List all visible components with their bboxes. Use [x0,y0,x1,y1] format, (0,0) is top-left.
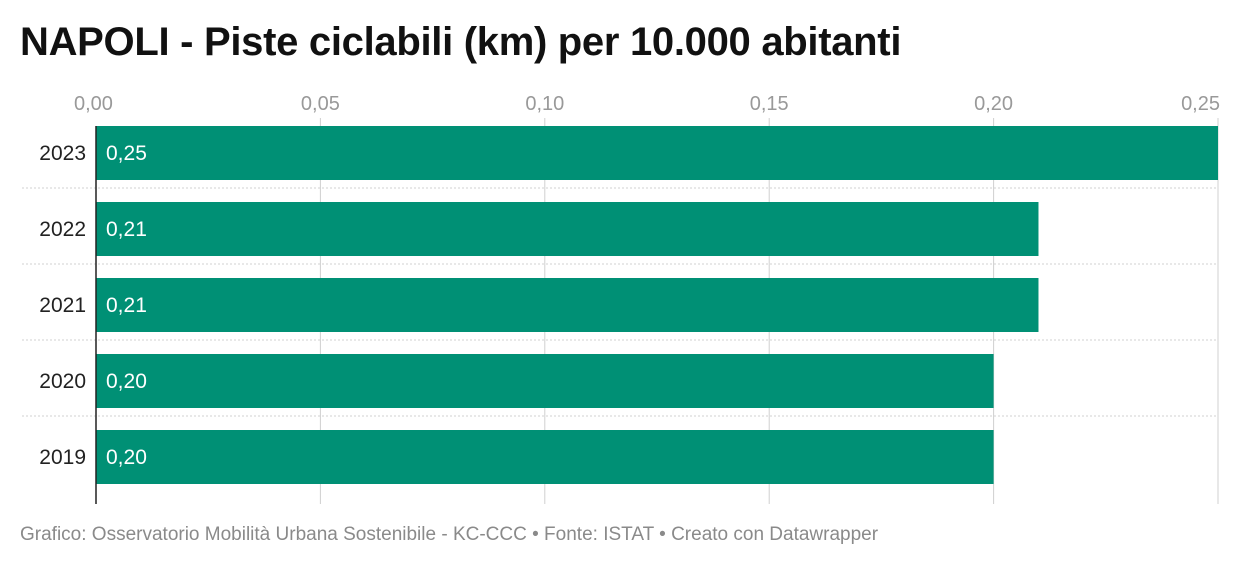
bar [96,202,1039,256]
bar [96,354,994,408]
bar-value-label: 0,20 [106,446,147,469]
x-tick-label: 0,25 [1181,93,1220,115]
x-tick-label: 0,10 [525,93,564,115]
bar [96,278,1039,332]
category-label: 2019 [39,446,86,469]
x-tick-label: 0,20 [974,93,1013,115]
category-label: 2022 [39,218,86,241]
bar-value-label: 0,25 [106,142,147,165]
bar-value-label: 0,20 [106,370,147,393]
chart-footer: Grafico: Osservatorio Mobilità Urbana So… [20,524,879,545]
chart-title: NAPOLI - Piste ciclabili (km) per 10.000… [20,20,902,64]
bar-value-label: 0,21 [106,218,147,241]
y-axis-categories: 2023 2022 2021 2020 2019 [39,142,86,469]
bar-value-label: 0,21 [106,294,147,317]
category-label: 2020 [39,370,86,393]
x-tick-label: 0,05 [301,93,340,115]
category-label: 2023 [39,142,86,165]
bar [96,126,1218,180]
category-label: 2021 [39,294,86,317]
x-tick-label: 0,15 [750,93,789,115]
bar [96,430,994,484]
bars: 0,25 0,21 0,21 0,20 0,20 [96,126,1218,484]
x-tick-label: 0,00 [74,93,113,115]
x-axis-ticks: 0,00 0,05 0,10 0,15 0,20 0,25 [74,93,1220,115]
